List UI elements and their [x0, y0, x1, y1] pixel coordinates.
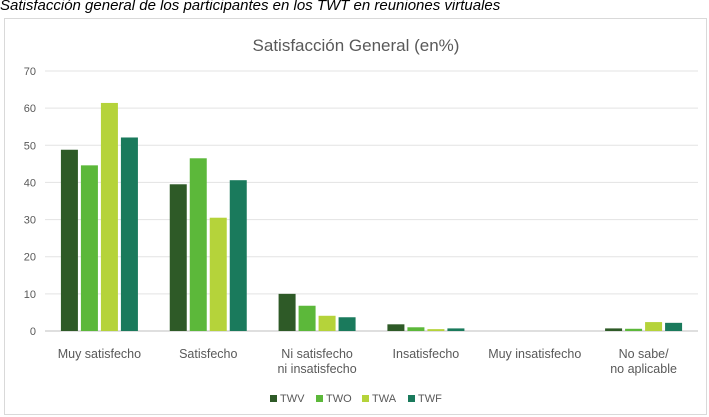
- y-tick-label: 0: [30, 326, 36, 338]
- legend-label-twf: TWF: [418, 393, 442, 405]
- figure-caption: Satisfacción general de los participante…: [0, 0, 501, 14]
- gridlines: [45, 70, 698, 332]
- legend-label-twa: TWA: [372, 393, 397, 405]
- y-tick-label: 60: [24, 103, 36, 115]
- bar-two: [298, 305, 316, 331]
- y-tick-label: 40: [24, 177, 36, 189]
- bar-twa: [645, 322, 663, 331]
- bar-twv: [278, 293, 296, 331]
- bar-twv: [60, 149, 78, 331]
- bar-twf: [120, 137, 138, 331]
- y-tick-label: 20: [24, 252, 36, 264]
- bar-twv: [387, 324, 405, 331]
- bar-two: [189, 158, 207, 331]
- bar-twa: [318, 315, 336, 331]
- bar-twf: [338, 317, 356, 331]
- legend-label-twv: TWV: [280, 393, 305, 405]
- x-category-label: Ni satisfecho ni insatisfecho: [277, 347, 356, 376]
- x-category-label: Muy insatisfecho: [488, 347, 581, 361]
- legend-swatch-twv: [270, 395, 277, 402]
- bar-two: [407, 327, 425, 331]
- legend-label-two: TWO: [326, 393, 352, 405]
- bar-twv: [605, 328, 623, 331]
- x-category-label: Satisfecho: [179, 347, 237, 361]
- legend: TWV TWO TWA TWF: [270, 393, 442, 405]
- legend-swatch-twf: [408, 395, 415, 402]
- bar-twf: [229, 180, 247, 331]
- y-tick-label: 50: [24, 140, 36, 152]
- y-tick-label: 70: [24, 66, 36, 78]
- y-axis-ticks: 0 10 20 30 40 50 60 70: [24, 66, 36, 338]
- bar-two: [80, 165, 98, 331]
- chart-title: Satisfacción General (en%): [253, 36, 460, 55]
- x-category-label: No sabe/no aplicable: [610, 347, 677, 376]
- bar-twa: [209, 217, 227, 331]
- y-tick-label: 10: [24, 289, 36, 301]
- bar-twa: [427, 329, 445, 331]
- bar-twf: [447, 328, 465, 331]
- bars: [60, 102, 683, 331]
- x-axis-labels: Muy satisfecho Satisfecho Ni satisfecho ni …: [58, 347, 677, 376]
- x-category-label: Muy satisfecho: [58, 347, 141, 361]
- bar-twf: [665, 322, 683, 331]
- x-category-label: Insatisfecho: [393, 347, 460, 361]
- y-tick-label: 30: [24, 215, 36, 227]
- legend-swatch-two: [316, 395, 323, 402]
- bar-two: [625, 328, 643, 331]
- legend-swatch-twa: [362, 395, 369, 402]
- bar-twv: [169, 184, 187, 331]
- bar-twa: [100, 102, 118, 331]
